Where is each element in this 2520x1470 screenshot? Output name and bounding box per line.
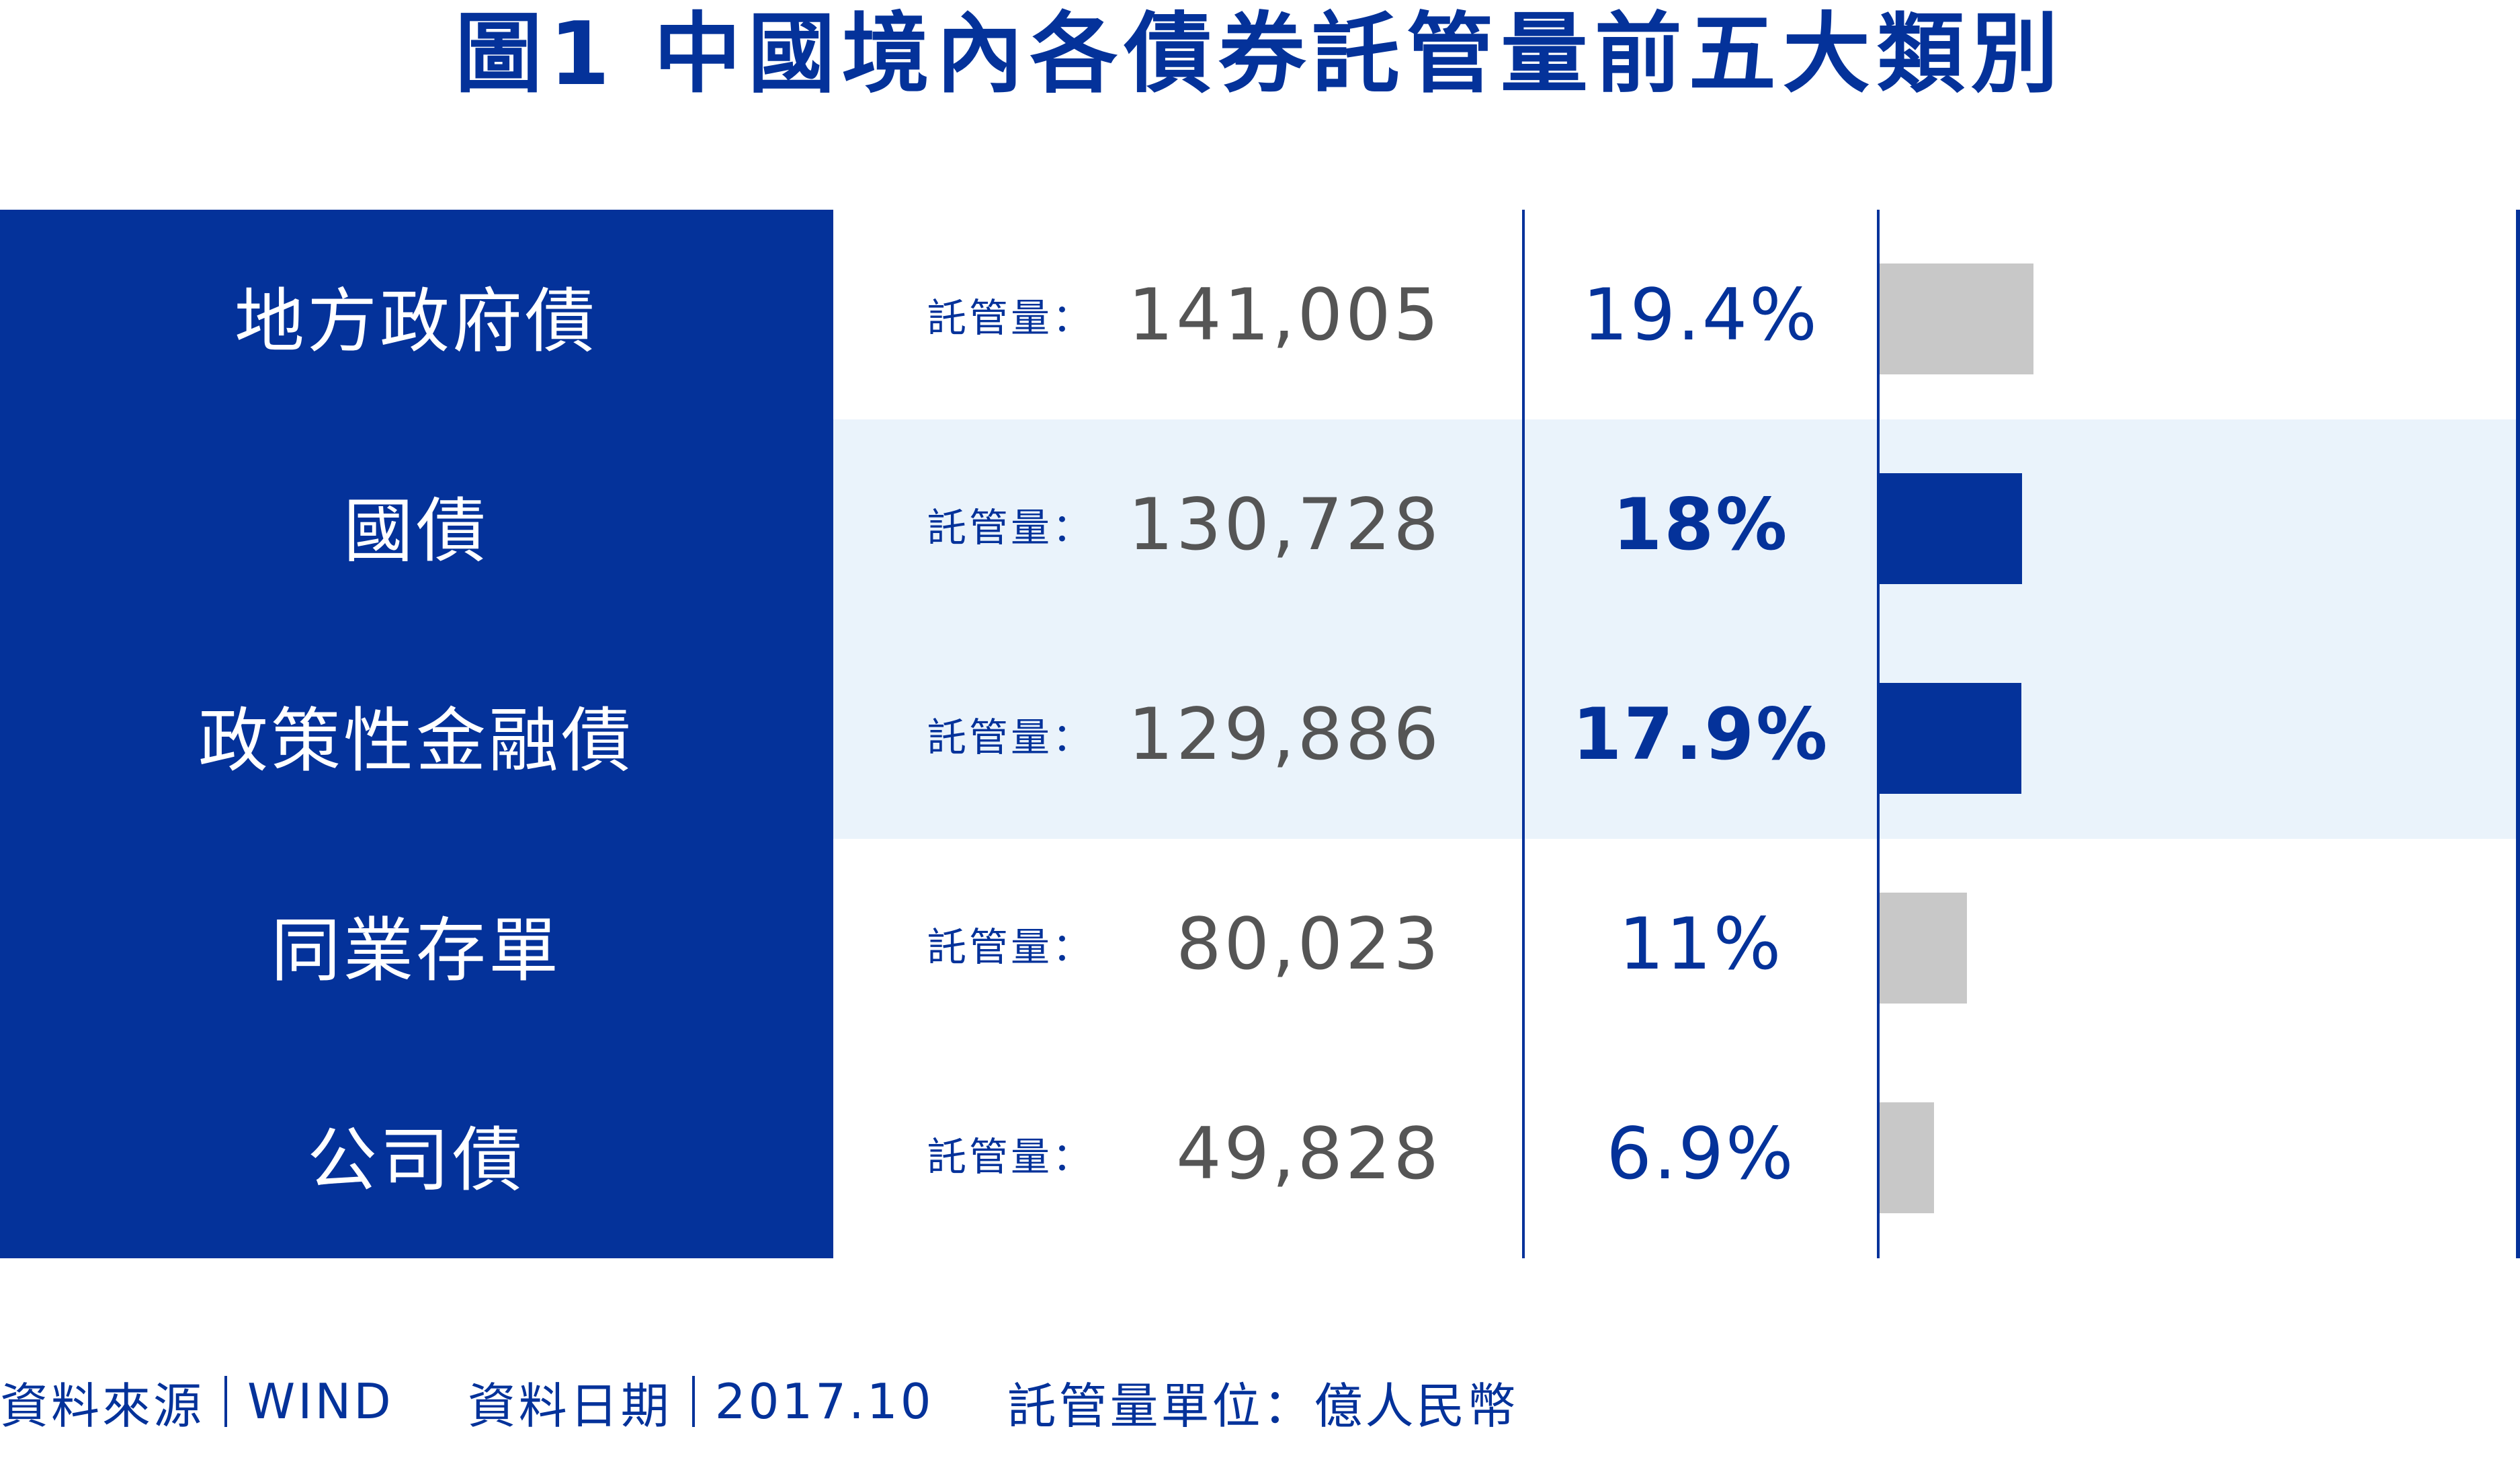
category-label: 地方政府債 (0, 210, 832, 419)
value-cell: 託管量： 130,728 (833, 419, 1522, 629)
share-cell: 19.4% (1525, 210, 1877, 419)
value-label: 託管量： (927, 295, 1095, 341)
share-percent: 11% (1618, 902, 1783, 985)
share-bar (1880, 683, 2022, 794)
table-row: 同業存單 託管量： 80,023 11% (0, 839, 2520, 1049)
value-label: 託管量： (927, 505, 1095, 550)
category-label: 同業存單 (0, 839, 832, 1049)
share-percent: 17.9% (1572, 692, 1830, 776)
table-row: 國債 託管量： 130,728 18% (0, 419, 2520, 629)
data-table: 地方政府債 託管量： 141,005 19.4% 國債 託管量： 130,728… (0, 210, 2520, 1258)
value-number: 130,728 (1128, 483, 1441, 566)
divider (691, 1376, 695, 1427)
share-percent: 6.9% (1606, 1112, 1796, 1195)
value-cell: 託管量： 49,828 (833, 1049, 1522, 1258)
category-label: 國債 (0, 419, 832, 629)
share-bar (1880, 263, 2033, 374)
share-bar (1880, 893, 1967, 1004)
share-percent: 18% (1612, 483, 1790, 566)
category-label: 公司債 (0, 1049, 832, 1258)
share-cell: 6.9% (1525, 1049, 1877, 1258)
date-label: 資料日期 (467, 1377, 672, 1434)
value-number: 129,886 (1128, 692, 1441, 776)
category-label: 政策性金融債 (0, 629, 832, 839)
bar-cell (1880, 419, 2516, 629)
divider (224, 1376, 228, 1427)
share-cell: 18% (1525, 419, 1877, 629)
source-value: WIND (247, 1373, 394, 1430)
value-label: 託管量： (927, 714, 1095, 760)
share-cell: 17.9% (1525, 629, 1877, 839)
bar-cell (1880, 839, 2516, 1049)
value-label: 託管量： (927, 1134, 1095, 1180)
share-bar (1880, 473, 2023, 584)
share-cell: 11% (1525, 839, 1877, 1049)
value-number: 49,828 (1176, 1112, 1441, 1195)
value-cell: 託管量： 129,886 (833, 629, 1522, 839)
table-row: 地方政府債 託管量： 141,005 19.4% (0, 210, 2520, 419)
source-label: 資料來源 (0, 1377, 205, 1434)
footer-note: 資料來源 WIND 資料日期 2017.10 託管量單位：億人民幣 (0, 1364, 1519, 1438)
table-row: 政策性金融債 託管量： 129,886 17.9% (0, 629, 2520, 839)
bar-cell (1880, 210, 2516, 419)
chart-title: 圖1 中國境內各債券託管量前五大類別 (455, 3, 2065, 105)
value-number: 80,023 (1176, 902, 1441, 985)
value-cell: 託管量： 141,005 (833, 210, 1522, 419)
bar-cell (1880, 629, 2516, 839)
value-label: 託管量： (927, 924, 1095, 970)
unit-note: 託管量單位：億人民幣 (1007, 1377, 1519, 1434)
share-bar (1880, 1102, 1935, 1213)
date-value: 2017.10 (714, 1373, 934, 1430)
bar-cell (1880, 1049, 2516, 1258)
value-number: 141,005 (1128, 273, 1441, 356)
table-row: 公司債 託管量： 49,828 6.9% (0, 1049, 2520, 1258)
value-cell: 託管量： 80,023 (833, 839, 1522, 1049)
share-percent: 19.4% (1583, 273, 1819, 356)
